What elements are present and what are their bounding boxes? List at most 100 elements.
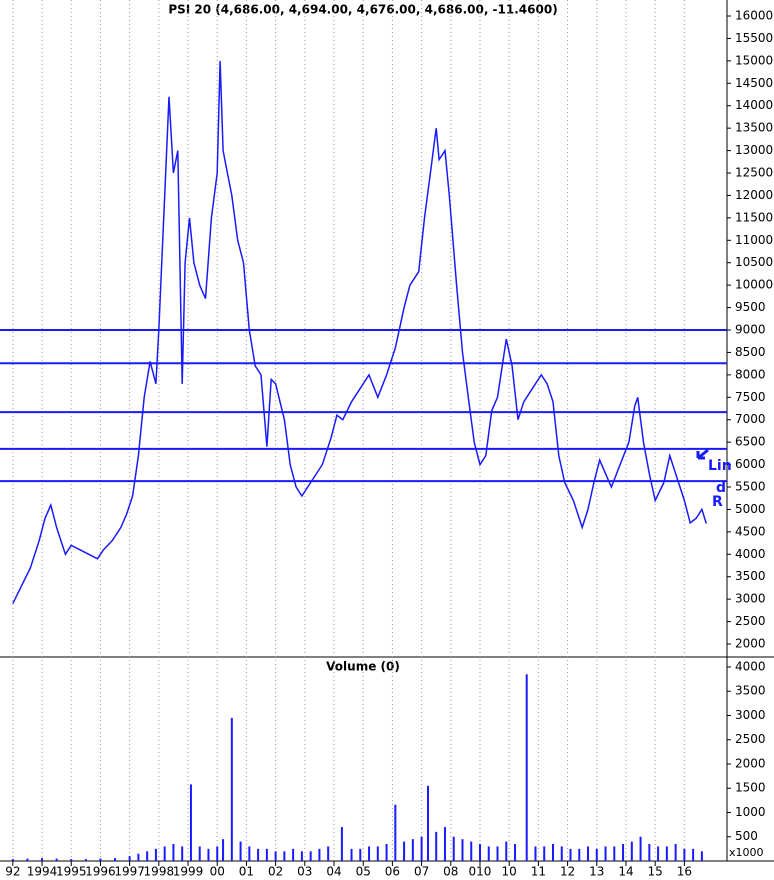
x-tick-label: 1995 [56, 865, 87, 879]
volume-bar [470, 841, 473, 861]
y-tick-label: 11500 [735, 210, 773, 224]
y-tick-label: 7500 [735, 390, 766, 404]
volume-bar [350, 848, 353, 861]
volume-bar [674, 844, 677, 861]
volume-bar [181, 846, 184, 861]
x-tick-label: 1994 [27, 865, 58, 879]
volume-bar [368, 846, 371, 861]
y-tick-label: 8500 [735, 345, 766, 359]
volume-bar [230, 717, 233, 861]
volume-bar [359, 848, 362, 861]
x-tick-label: 01 [239, 865, 254, 879]
y-tick-label: 2500 [735, 614, 766, 628]
volume-bar [648, 844, 651, 861]
y-tick-label: 3500 [735, 684, 766, 698]
volume-bar [239, 841, 242, 861]
volume-bar [318, 848, 321, 861]
y-tick-label: 2000 [735, 637, 766, 651]
y-tick-label: 4000 [735, 547, 766, 561]
volume-bar [505, 841, 508, 861]
y-tick-label: 7000 [735, 412, 766, 426]
x-tick-label: 06 [385, 865, 400, 879]
y-tick-label: 10500 [735, 255, 773, 269]
y-tick-label: 13500 [735, 121, 773, 135]
y-tick-label: 9000 [735, 323, 766, 337]
volume-bar [403, 841, 406, 861]
volume-bar [622, 844, 625, 861]
annotation: d [716, 480, 726, 496]
y-tick-label: 5000 [735, 502, 766, 516]
y-tick-label: 10000 [735, 278, 773, 292]
y-tick-label: 500 [735, 829, 758, 843]
volume-bar [420, 836, 423, 861]
volume-bar [700, 851, 703, 861]
x-tick-label: 1999 [173, 865, 204, 879]
x-tick-label: 16 [677, 865, 692, 879]
y-tick-label: 5500 [735, 480, 766, 494]
y-tick-label: 1500 [735, 781, 766, 795]
volume-bar [216, 846, 219, 861]
volume-bar [478, 844, 481, 861]
volume-bar [137, 853, 140, 861]
x-tick-label: 11 [531, 865, 546, 879]
volume-bar [55, 858, 58, 861]
x-tick-label: 02 [268, 865, 283, 879]
y-tick-label: 9500 [735, 300, 766, 314]
volume-bar [11, 859, 14, 861]
volume-bar [461, 839, 464, 861]
volume-bar [411, 839, 414, 861]
y-tick-label: 14000 [735, 98, 773, 112]
volume-bar [207, 848, 210, 861]
volume-bar [427, 785, 430, 861]
x-tick-label: 14 [618, 865, 633, 879]
price-line [12, 60, 708, 604]
y-tick-label: 8000 [735, 367, 766, 381]
unit-label: x1000 [729, 846, 764, 859]
y-tick-label: 6000 [735, 457, 766, 471]
x-tick-label: 92 [5, 865, 20, 879]
x-tick-label: 13 [589, 865, 604, 879]
volume-bar [154, 848, 157, 861]
volume-bar [534, 846, 537, 861]
volume-bar [327, 846, 330, 861]
volume-bar [525, 674, 528, 861]
x-tick-label: 10 [502, 865, 517, 879]
y-tick-label: 14500 [735, 76, 773, 90]
arrow-icon [696, 448, 709, 460]
volume-bar [26, 858, 29, 861]
chart-title: PSI 20 (4,686.00, 4,694.00, 4,676.00, 4,… [168, 3, 557, 17]
y-tick-label: 3500 [735, 569, 766, 583]
volume-bar [309, 851, 312, 861]
volume-title: Volume (0) [326, 660, 400, 674]
x-tick-label: 04 [326, 865, 341, 879]
volume-bar [692, 848, 695, 861]
volume-bar [222, 839, 225, 861]
volume-bar [435, 831, 438, 861]
volume-bar [578, 848, 581, 861]
volume-bar [189, 784, 192, 861]
x-tick-label: 05 [356, 865, 371, 879]
volume-bar [376, 846, 379, 861]
volume-bar [163, 846, 166, 861]
volume-bar [683, 848, 686, 861]
y-tick-label: 3000 [735, 592, 766, 606]
y-tick-label: 4000 [735, 659, 766, 673]
y-tick-label: 16000 [735, 9, 773, 23]
volume-bar [604, 846, 607, 861]
x-tick-label: 1997 [114, 865, 145, 879]
x-tick-label: 03 [297, 865, 312, 879]
volume-bar [443, 827, 446, 861]
volume-bar [665, 846, 668, 861]
x-tick-label: 010 [469, 865, 492, 879]
volume-bar [84, 859, 87, 861]
volume-bar [543, 846, 546, 861]
volume-bar [569, 848, 572, 861]
volume-bar [560, 846, 563, 861]
y-tick-label: 1000 [735, 805, 766, 819]
volume-bar [300, 851, 303, 861]
volume-bar [265, 848, 268, 861]
volume-bar [630, 841, 633, 861]
y-tick-label: 3000 [735, 708, 766, 722]
volume-bar [283, 851, 286, 861]
